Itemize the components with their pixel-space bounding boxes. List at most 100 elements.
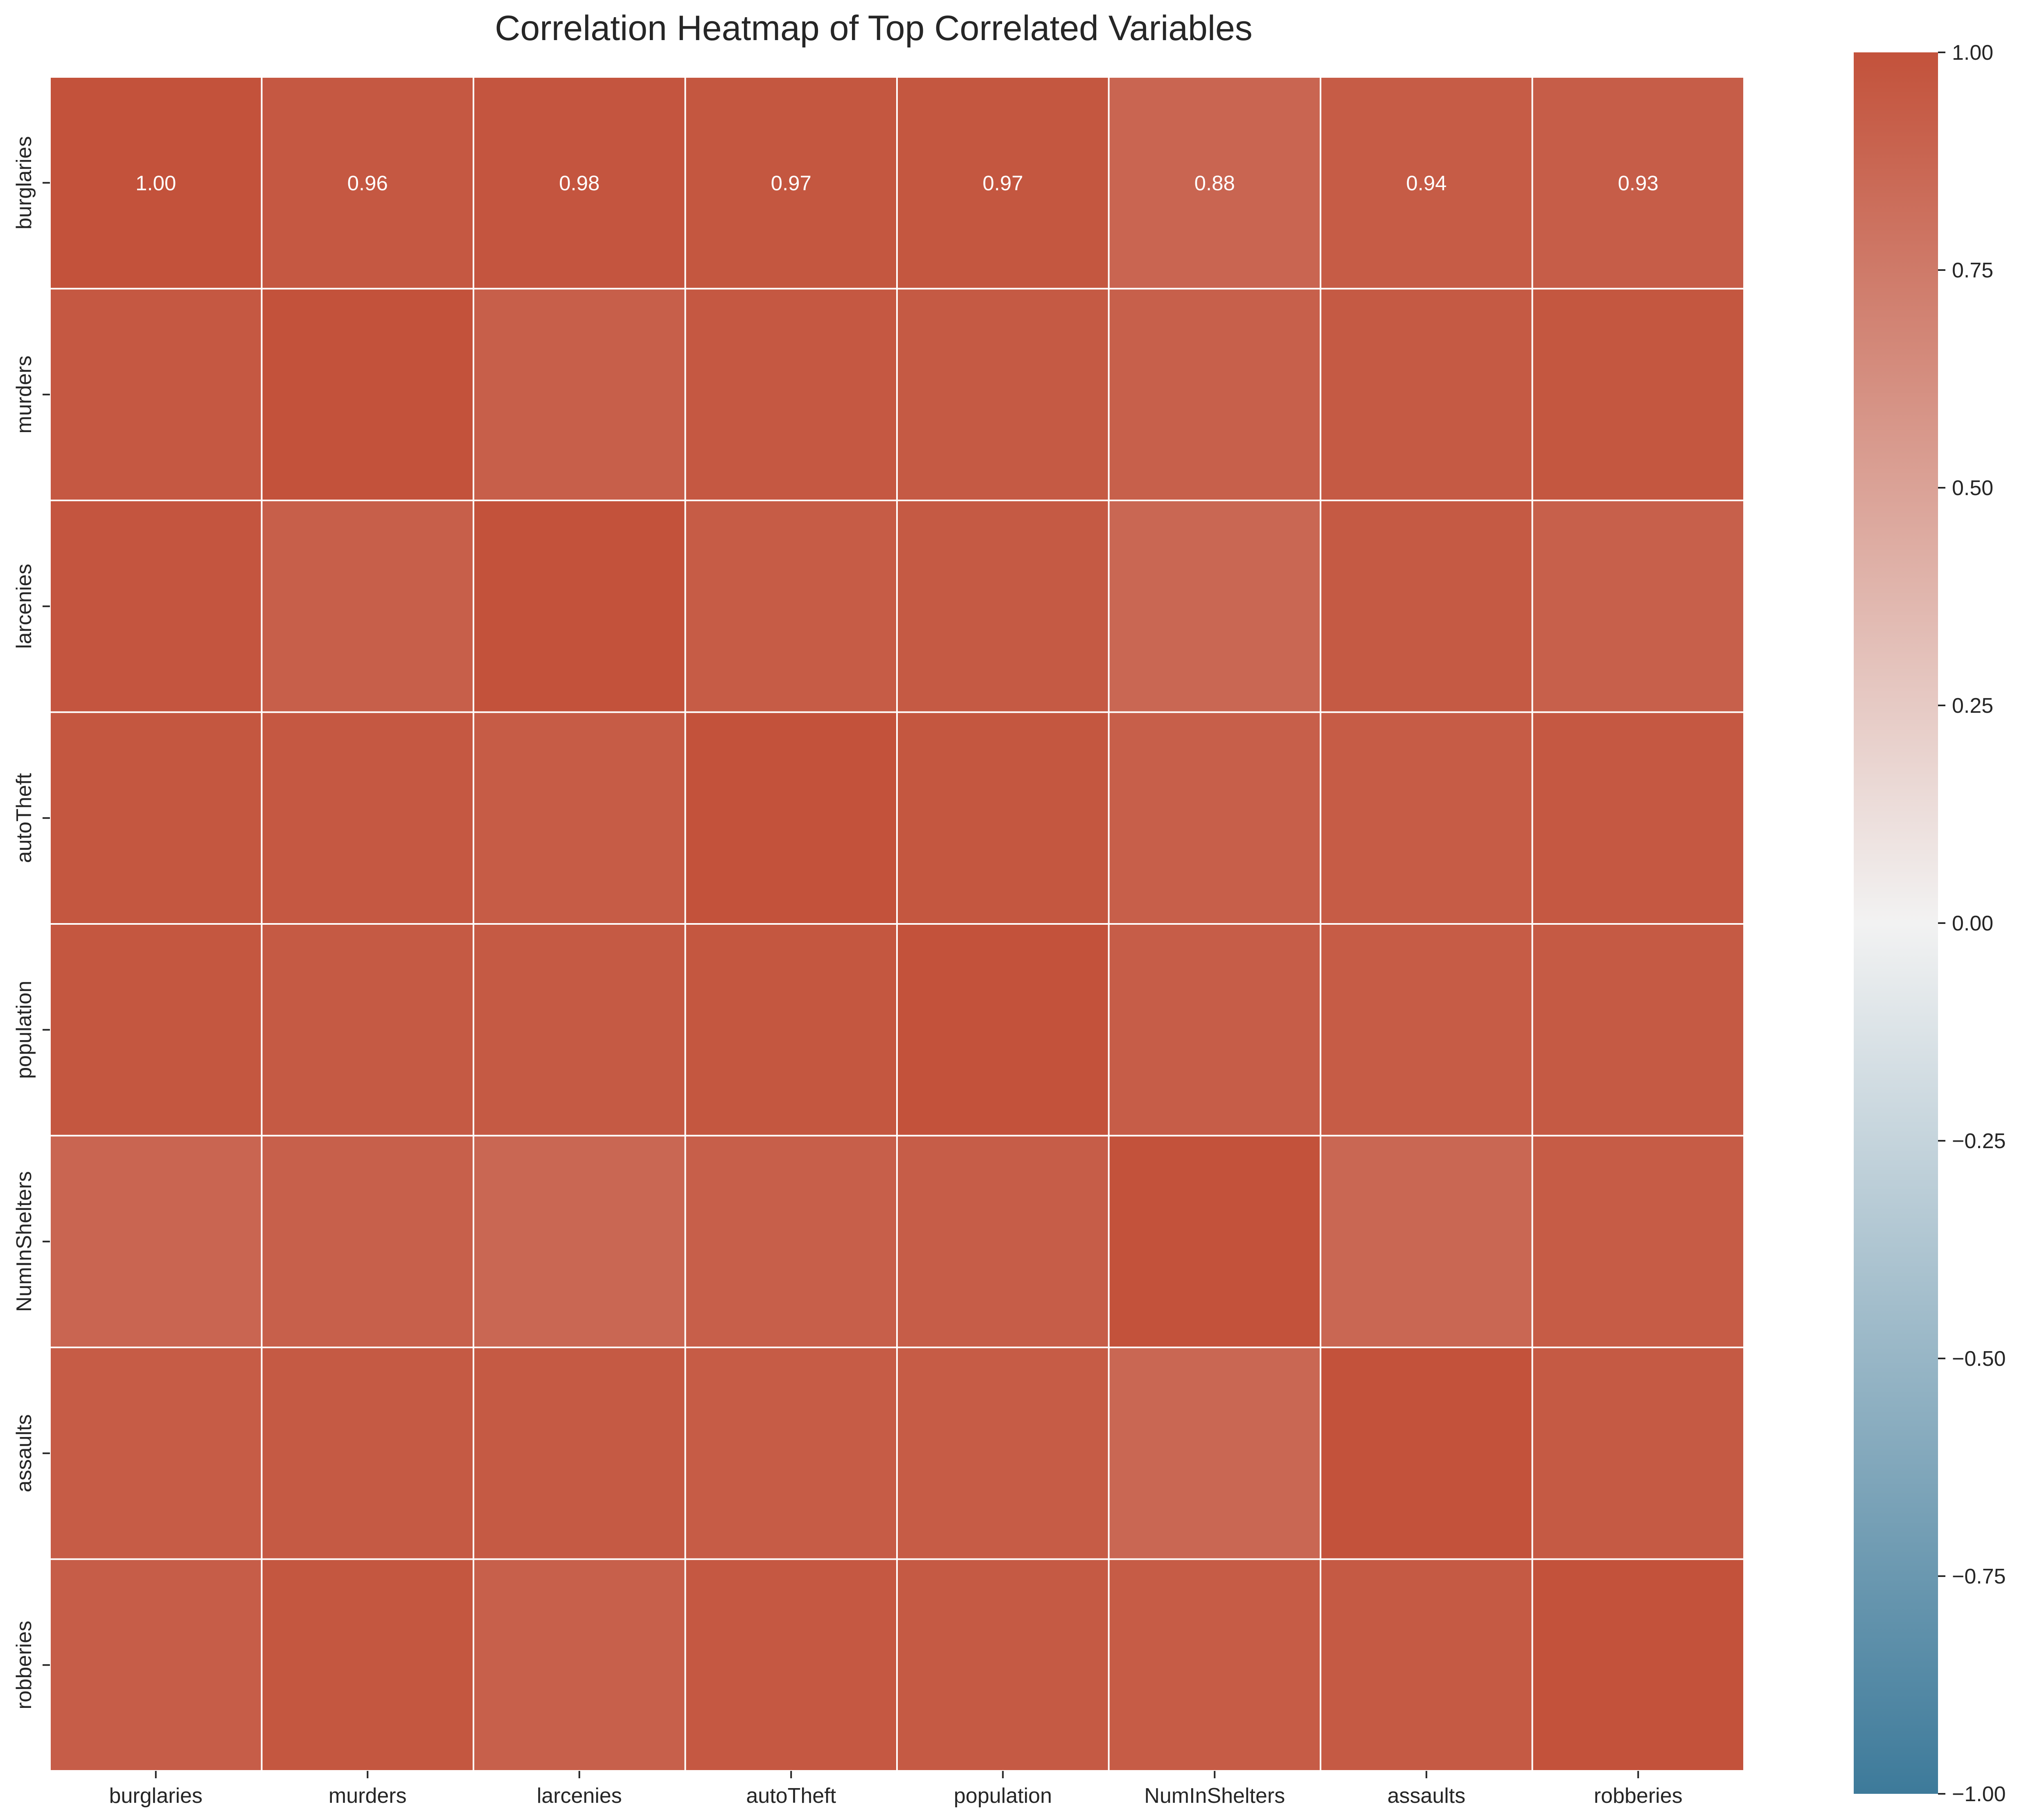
heatmap-cell: [684, 711, 898, 925]
x-tick-label: robberies: [1594, 1784, 1683, 1808]
heatmap-cell: [49, 711, 263, 925]
heatmap-cell: [261, 711, 474, 925]
heatmap-cell: [1320, 288, 1533, 501]
heatmap-cell: [473, 1135, 686, 1348]
y-tick-label: larcenies: [12, 564, 36, 649]
heatmap-cell: [49, 923, 263, 1137]
x-tick-label: NumInShelters: [1144, 1784, 1285, 1808]
cell-value-label: 0.98: [559, 171, 599, 195]
cell-value-label: 0.88: [1194, 171, 1235, 195]
heatmap-cell: [1531, 1135, 1745, 1348]
heatmap-cells: [49, 76, 1745, 1772]
heatmap-cell: [1108, 1347, 1321, 1560]
heatmap-cell: [49, 76, 263, 290]
heatmap-cell: [1320, 500, 1533, 713]
heatmap-cell: [1108, 76, 1321, 290]
heatmap-cell: [684, 1135, 898, 1348]
colorbar: −1.00 −0.75 −0.50 −0.25 0.00 0.25 0.50 0.75 1.00: [1854, 41, 2006, 1806]
cell-value-label: 0.97: [771, 171, 811, 195]
chart-title: Correlation Heatmap of Top Correlated Va…: [495, 9, 1253, 48]
heatmap-cell: [473, 1347, 686, 1560]
heatmap-cell: [896, 711, 1110, 925]
y-tick-label: murders: [12, 356, 36, 434]
heatmap-cell: [896, 76, 1110, 290]
x-tick-label: population: [954, 1784, 1052, 1808]
colorbar-tick-label: −1.00: [1952, 1782, 2006, 1806]
heatmap-cell: [1531, 1347, 1745, 1560]
heatmap-cell: [1320, 1135, 1533, 1348]
colorbar-tick-label: −0.75: [1952, 1565, 2006, 1588]
heatmap-cell: [1108, 923, 1321, 1137]
cell-value-label: 0.93: [1618, 171, 1659, 195]
heatmap-cell: [473, 76, 686, 290]
heatmap-cell: [1108, 500, 1321, 713]
heatmap-cell: [49, 1347, 263, 1560]
x-tick-label: autoTheft: [746, 1784, 836, 1808]
heatmap-cell: [896, 500, 1110, 713]
colorbar-tick-label: 0.50: [1952, 476, 1993, 500]
heatmap-cell: [261, 1135, 474, 1348]
heatmap-cell: [49, 288, 263, 501]
x-axis: burglaries murders larcenies autoTheft popul…: [109, 1771, 1683, 1808]
heatmap-cell: [1320, 1347, 1533, 1560]
colorbar-gradient: [1854, 52, 1938, 1794]
heatmap-cell: [896, 923, 1110, 1137]
y-tick-label: burglaries: [12, 136, 36, 230]
heatmap-cell: [896, 1558, 1110, 1772]
heatmap-cell: [1108, 1558, 1321, 1772]
cell-value-label: 0.96: [347, 171, 388, 195]
heatmap-cell: [49, 1135, 263, 1348]
y-tick-label: robberies: [12, 1621, 36, 1710]
colorbar-tick-label: −0.50: [1952, 1347, 2006, 1371]
heatmap-cell: [1531, 923, 1745, 1137]
y-axis: burglaries murders larcenies autoTheft popul…: [12, 136, 50, 1710]
heatmap-cell: [261, 76, 474, 290]
y-tick-label: population: [12, 981, 36, 1079]
heatmap-cell: [261, 288, 474, 501]
heatmap-cell: [1320, 1558, 1533, 1772]
x-tick-label: burglaries: [109, 1784, 203, 1808]
heatmap-cell: [473, 288, 686, 501]
heatmap-cell: [261, 500, 474, 713]
heatmap-cell: [684, 1558, 898, 1772]
heatmap-cell: [684, 500, 898, 713]
cell-value-label: 1.00: [135, 171, 176, 195]
heatmap-cell: [1320, 923, 1533, 1137]
heatmap-cell: [1531, 500, 1745, 713]
heatmap-cell: [684, 923, 898, 1137]
cell-value-labels: 1.00 0.96 0.98 0.97 0.97 0.88 0.94 0.93: [135, 171, 1659, 195]
heatmap-cell: [1531, 1558, 1745, 1772]
colorbar-tick-label: 1.00: [1952, 41, 1993, 65]
heatmap-cell: [896, 1135, 1110, 1348]
heatmap-cell: [473, 500, 686, 713]
heatmap-cell: [1320, 711, 1533, 925]
colorbar-tick-label: 0.25: [1952, 694, 1993, 718]
heatmap-cell: [261, 1558, 474, 1772]
heatmap-cell: [473, 923, 686, 1137]
heatmap-cell: [49, 500, 263, 713]
heatmap-cell: [684, 76, 898, 290]
heatmap-cell: [1531, 288, 1745, 501]
heatmap-cell: [473, 1558, 686, 1772]
heatmap-cell: [261, 1347, 474, 1560]
x-tick-label: larcenies: [537, 1784, 622, 1808]
heatmap-cell: [1108, 711, 1321, 925]
heatmap-cell: [49, 1558, 263, 1772]
heatmap-cell: [1531, 76, 1745, 290]
heatmap-cell: [896, 288, 1110, 501]
cell-value-label: 0.97: [983, 171, 1023, 195]
colorbar-tick-label: −0.25: [1952, 1129, 2006, 1153]
y-tick-label: assaults: [12, 1414, 36, 1492]
heatmap-cell: [684, 1347, 898, 1560]
heatmap-cell: [896, 1347, 1110, 1560]
colorbar-tick-label: 0.00: [1952, 912, 1993, 935]
heatmap-cell: [1108, 1135, 1321, 1348]
heatmap-cell: [1531, 711, 1745, 925]
heatmap-cell: [473, 711, 686, 925]
heatmap-cell: [261, 923, 474, 1137]
colorbar-tick-label: 0.75: [1952, 259, 1993, 282]
y-tick-label: autoTheft: [12, 773, 36, 863]
x-tick-label: assaults: [1387, 1784, 1465, 1808]
x-tick-label: murders: [329, 1784, 407, 1808]
